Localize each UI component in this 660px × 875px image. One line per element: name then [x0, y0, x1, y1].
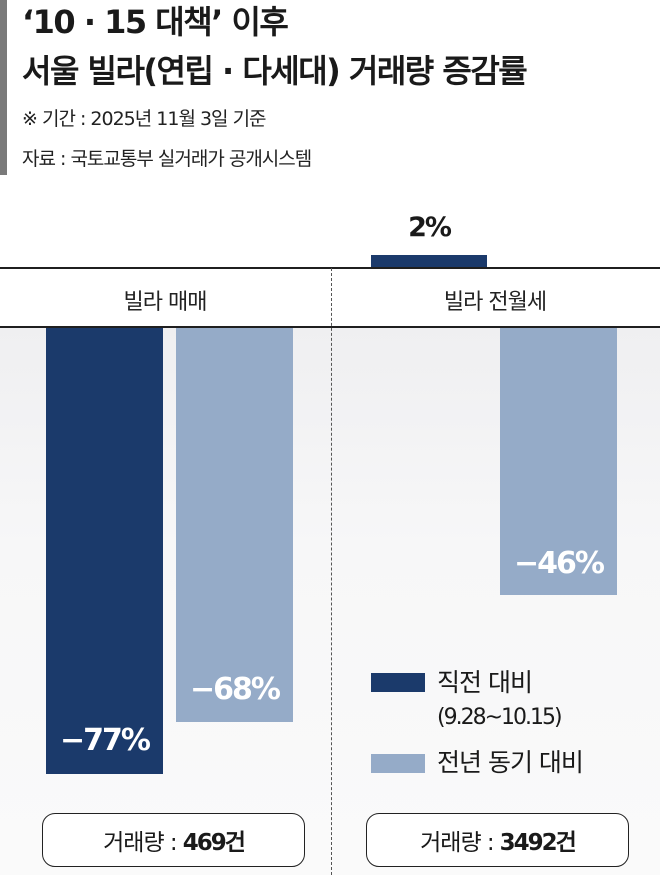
rent-count-value: 3492건 — [499, 830, 577, 856]
chart-title-line1: ‘10 · 15 대책’ 이후 — [22, 3, 289, 41]
bar-rent-prev — [371, 255, 487, 268]
rent-count-label: 거래량 : — [420, 830, 495, 856]
category-band-bottom-line — [0, 326, 660, 328]
zero-axis-line — [0, 267, 660, 269]
category-divider — [331, 268, 332, 875]
category-label-sale: 빌라 매매 — [123, 290, 208, 315]
bar-sale-yoy: −68% — [176, 328, 293, 722]
bar-rent-yoy: −46% — [500, 328, 617, 595]
sale-count-label: 거래량 : — [103, 830, 178, 856]
bar-sale-prev: −77% — [46, 328, 163, 774]
sale-prev-value-label: −77% — [60, 723, 151, 758]
category-label-rent: 빌라 전월세 — [443, 290, 547, 315]
chart-title-line2: 서울 빌라(연립 · 다세대) 거래량 증감률 — [22, 52, 528, 90]
sale-yoy-value-label: −68% — [190, 672, 281, 707]
title-accent-bar — [0, 0, 7, 175]
rent-yoy-value-label: −46% — [514, 546, 605, 581]
rent-prev-value-label: 2% — [408, 212, 452, 243]
period-note: ※ 기간 : 2025년 11월 3일 기준 — [22, 108, 267, 130]
legend-label-prev-period: (9.28~10.15) — [437, 705, 563, 730]
sale-count-value: 469건 — [182, 830, 246, 856]
legend-label-prev: 직전 대비 — [437, 668, 533, 697]
legend-swatch-yoy — [371, 754, 425, 773]
rent-count-box: 거래량 : 3492건 — [366, 813, 629, 867]
legend-swatch-prev — [371, 673, 425, 692]
source-note: 자료 : 국토교통부 실거래가 공개시스템 — [22, 148, 312, 170]
legend-label-yoy: 전년 동기 대비 — [437, 748, 584, 777]
sale-count-box: 거래량 : 469건 — [42, 813, 305, 867]
